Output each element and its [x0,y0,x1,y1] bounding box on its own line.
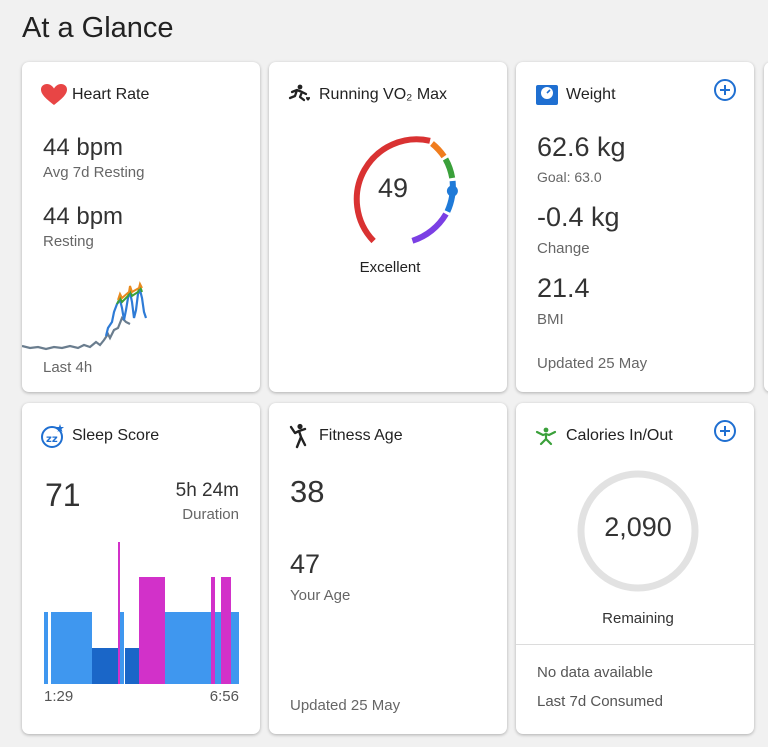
weight-change-value: -0.4 kg [537,202,620,232]
vo2max-card[interactable]: Running VO₂ Max 49 Excellent [269,62,507,392]
add-weight-button[interactable] [714,79,736,101]
heart-rate-footer: Last 4h [43,359,93,376]
calories-remaining-label: Remaining [602,610,674,627]
sleep-stages-chart [44,542,239,684]
fitness-age-title: Fitness Age [319,427,403,444]
fitness-age-footer: Updated 25 May [290,697,401,714]
calories-divider [516,644,754,645]
calories-card[interactable]: Calories In/Out 2,090 Remaining No data … [516,403,754,734]
weight-card[interactable]: Weight 62.6 kg Goal: 63.0 -0.4 kg Change… [516,62,754,392]
heart-rate-title: Heart Rate [72,86,150,103]
calories-no-data: No data available [537,664,653,681]
avg-resting-hr-label: Avg 7d Resting [43,164,145,181]
calories-remaining-value: 2,090 [604,512,672,542]
calories-ring [577,470,699,592]
avg-resting-hr-value: 44 bpm [43,134,124,161]
resting-hr-value: 44 bpm [43,203,124,230]
plus-icon [720,85,730,95]
weight-goal: Goal: 63.0 [537,169,602,185]
calories-title: Calories In/Out [566,427,673,444]
vo2max-value: 49 [377,173,409,203]
bmi-label: BMI [537,311,564,328]
weight-title: Weight [566,86,616,103]
fitness-age-value: 38 [290,474,325,509]
fitness-age-card[interactable]: Fitness Age 38 47 Your Age Updated 25 Ma… [269,403,507,734]
heart-rate-card[interactable]: Heart Rate 44 bpm Avg 7d Resting 44 bpm … [22,62,260,392]
sleep-title: Sleep Score [72,427,160,444]
page-title: At a Glance [22,12,174,44]
vo2max-gauge [353,136,458,244]
sleep-icon: zz [40,423,72,449]
offscreen-card [764,62,768,392]
plus-icon [720,426,730,436]
vo2max-title: Running VO₂ Max [319,86,448,103]
weight-value: 62.6 kg [537,132,626,162]
scale-icon [534,82,566,108]
bmi-value: 21.4 [537,273,590,303]
sleep-score-value: 71 [45,477,81,513]
sleep-duration-value: 5h 24m [175,480,239,501]
fitness-icon [287,423,319,449]
sleep-duration-label: Duration [182,506,239,523]
weight-footer: Updated 25 May [537,355,648,372]
svg-text:zz: zz [46,434,58,445]
weight-change-label: Change [537,240,590,257]
heart-rate-sparkline [22,281,148,351]
sleep-card[interactable]: zz Sleep Score 71 5h 24m Duration 1:29 6… [22,403,260,734]
add-calories-button[interactable] [714,420,736,442]
calories-consumed-label: Last 7d Consumed [537,693,663,710]
sleep-end-time: 6:56 [209,688,239,705]
your-age-value: 47 [290,549,321,579]
vo2max-rating: Excellent [359,259,421,276]
sleep-start-time: 1:29 [44,688,74,705]
resting-hr-label: Resting [43,233,94,250]
your-age-label: Your Age [290,587,351,604]
heart-icon [40,82,72,108]
calories-icon [534,423,566,449]
runner-icon [287,82,319,108]
